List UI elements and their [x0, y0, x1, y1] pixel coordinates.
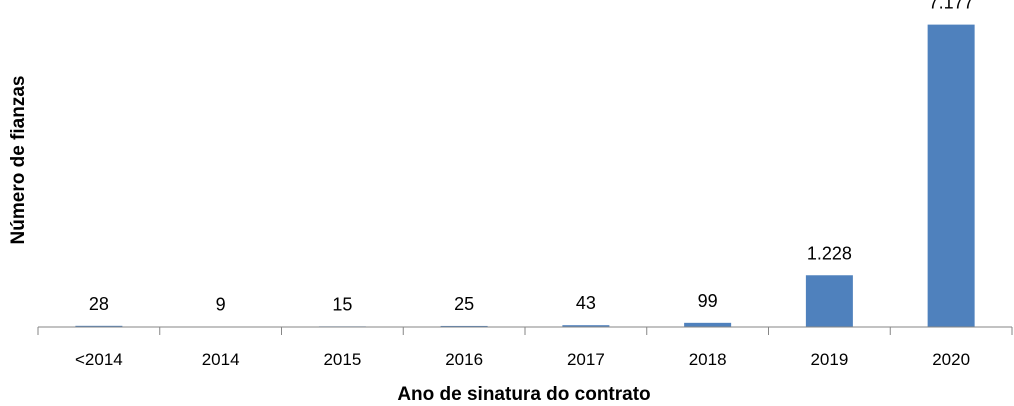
- data-label-2014: 9: [216, 295, 226, 315]
- bar-2016: [440, 325, 488, 327]
- x-tick-label-2014: 2014: [202, 350, 240, 369]
- x-tick-label-2018: 2018: [689, 350, 727, 369]
- data-label-2017: 43: [576, 293, 596, 313]
- bar-2017: [562, 325, 610, 327]
- x-tick-label-2016: 2016: [445, 350, 483, 369]
- bar-2018: [684, 322, 732, 327]
- x-axis-title: Ano de sinatura do contrato: [397, 384, 650, 405]
- data-label-2018: 99: [698, 291, 718, 311]
- x-tick-label-2020: 2020: [932, 350, 970, 369]
- data-labels-group: 28 9 15 25 43 99 1.228 7.177: [89, 0, 974, 315]
- data-label-2014: 28: [89, 294, 109, 314]
- x-tick-label-2014: <2014: [75, 350, 123, 369]
- y-axis-title: Número de fianzas: [8, 76, 29, 245]
- x-ticks-group: [37, 327, 1013, 335]
- data-label-2020: 7.177: [929, 0, 974, 13]
- bar-2014: [75, 325, 123, 327]
- x-tick-label-2017: 2017: [567, 350, 605, 369]
- bar-2020: [927, 24, 975, 328]
- bars-group: [75, 24, 975, 328]
- x-tick-label-2015: 2015: [323, 350, 361, 369]
- x-tick-label-2019: 2019: [810, 350, 848, 369]
- data-label-2015: 15: [332, 294, 352, 314]
- x-tick-labels-group: <2014 2014 2015 2016 2017 2018 2019 2020: [75, 350, 970, 369]
- data-label-2019: 1.228: [807, 243, 852, 263]
- bar-2019: [805, 275, 853, 327]
- data-label-2016: 25: [454, 294, 474, 314]
